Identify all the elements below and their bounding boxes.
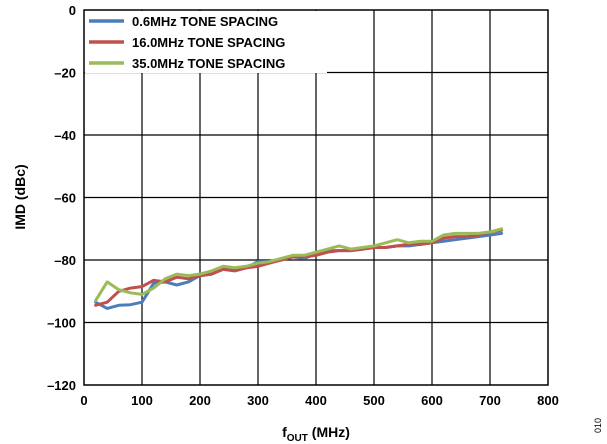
- x-tick-label-700: 700: [479, 393, 501, 408]
- legend-background: [85, 11, 327, 73]
- legend-label-0: 0.6MHz TONE SPACING: [132, 14, 278, 29]
- x-tick-label-400: 400: [305, 393, 327, 408]
- x-tick-label-300: 300: [247, 393, 269, 408]
- y-tick-label-3: –60: [54, 191, 76, 206]
- y-tick-label-6: –120: [47, 378, 76, 393]
- x-tick-label-800: 800: [537, 393, 559, 408]
- figure-number: 010: [593, 418, 603, 433]
- series-group: [94, 227, 504, 310]
- y-tick-label-2: –40: [54, 128, 76, 143]
- x-tick-label-200: 200: [189, 393, 211, 408]
- y-tick-label-5: –100: [47, 316, 76, 331]
- legend-label-2: 35.0MHz TONE SPACING: [132, 56, 285, 71]
- y-tick-label-4: –80: [54, 253, 76, 268]
- x-axis-title-rest: (MHz): [308, 424, 350, 440]
- x-axis-title-main: f: [282, 424, 287, 440]
- x-tick-label-500: 500: [363, 393, 385, 408]
- x-tick-label-100: 100: [131, 393, 153, 408]
- y-tick-label-0: 0: [69, 3, 76, 18]
- legend: 0.6MHz TONE SPACING 16.0MHz TONE SPACING 3…: [85, 11, 327, 73]
- y-tick-label-1: –20: [54, 66, 76, 81]
- x-axis-title-sub: OUT: [287, 433, 308, 444]
- x-tick-label-0: 0: [80, 393, 87, 408]
- legend-label-1: 16.0MHz TONE SPACING: [132, 35, 285, 50]
- y-axis-title: IMD (dBc): [12, 164, 28, 229]
- x-axis-title: fOUT (MHz): [282, 424, 350, 444]
- series-line-0: [94, 231, 504, 310]
- x-tick-labels: 0 100 200 300 400 500 600 700 800: [80, 393, 558, 408]
- x-tick-label-600: 600: [421, 393, 443, 408]
- plot-frame: [83, 9, 549, 386]
- series-line-2: [94, 227, 504, 303]
- y-tick-labels: 0 –20 –40 –60 –80 –100 –120: [47, 3, 76, 393]
